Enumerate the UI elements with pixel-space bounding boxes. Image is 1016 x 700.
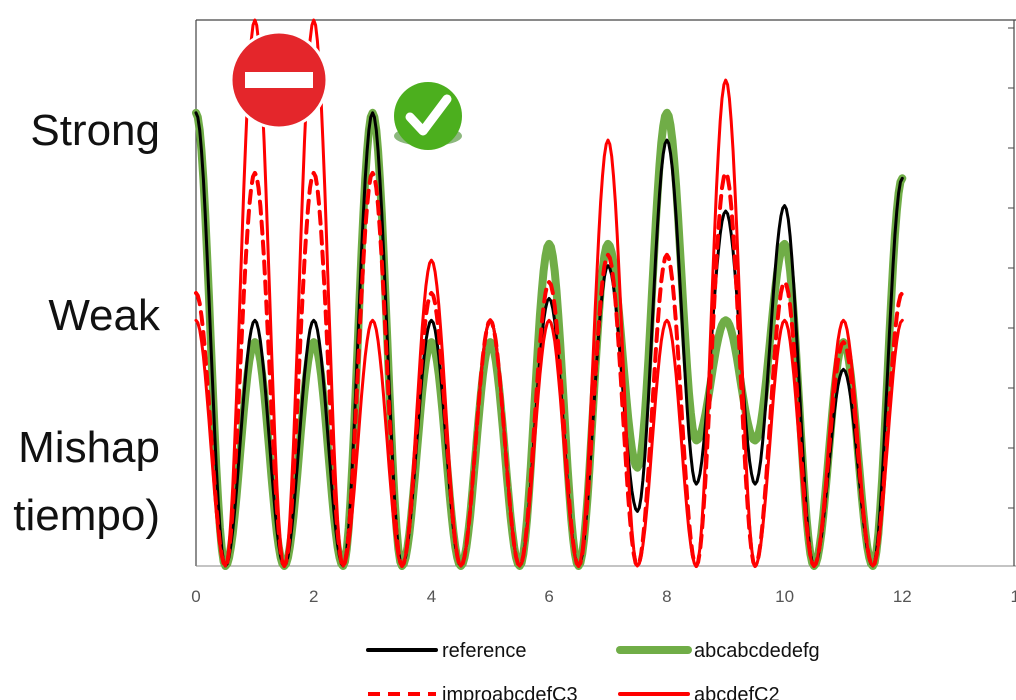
check-icon	[394, 82, 462, 150]
y-category-label: tiempo)	[13, 491, 160, 540]
legend-label: improabcdefC3	[442, 684, 578, 700]
legend: reference abcabcdedefg improabcdefC3 abcdef…	[366, 640, 820, 700]
y-category-labels: Strong Weak Mishap tiempo)	[13, 106, 161, 540]
series-layer	[192, 18, 907, 570]
legend-label: abcdefC2	[694, 684, 780, 700]
x-tick-label: 10	[775, 587, 794, 606]
x-tick-label: 8	[662, 587, 671, 606]
x-tick-label: 2	[309, 587, 318, 606]
legend-label: abcabcdedefg	[694, 640, 820, 662]
series-line-improabcdefC3	[194, 170, 905, 568]
y-category-label: Mishap	[18, 423, 160, 472]
series-line-abcdefC2	[194, 18, 904, 568]
x-axis-ticks: 0 2 4 6 8 10 12 14	[191, 587, 1016, 606]
series-line-reference	[194, 111, 904, 568]
x-tick-label: 4	[427, 587, 436, 606]
y-category-label: Strong	[30, 106, 160, 155]
x-tick-label: 6	[544, 587, 553, 606]
no-entry-icon	[229, 30, 329, 130]
legend-label: reference	[442, 640, 527, 662]
x-tick-label: 12	[893, 587, 912, 606]
series-line-abcabcdedefg	[192, 108, 907, 570]
y-category-label: Weak	[48, 291, 161, 340]
x-tick-label: 14	[1011, 587, 1016, 606]
x-tick-label: 0	[191, 587, 200, 606]
